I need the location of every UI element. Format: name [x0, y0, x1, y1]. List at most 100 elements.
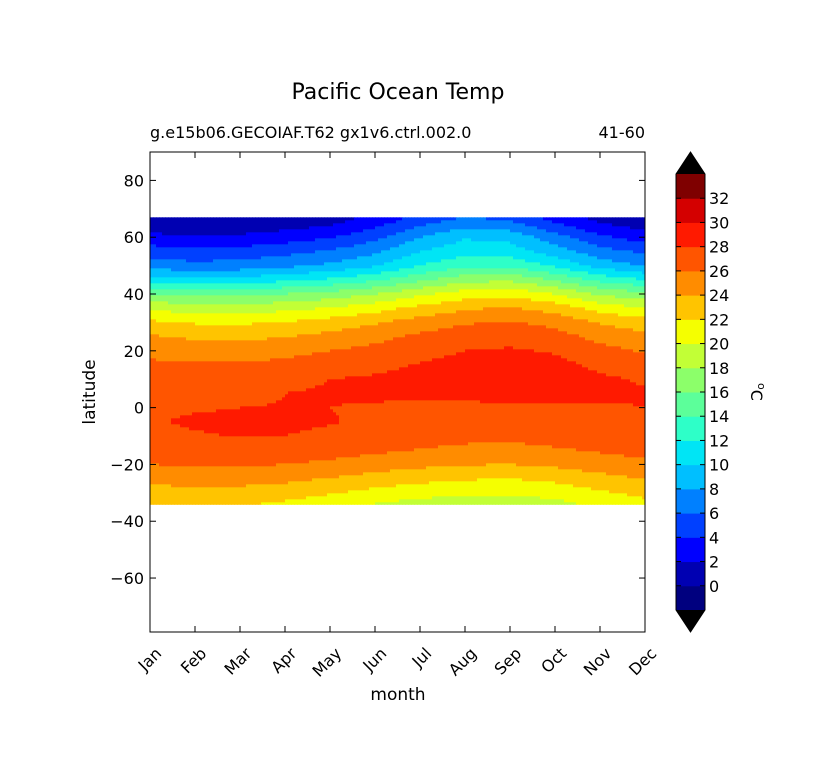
contour-cell: [150, 337, 154, 341]
contour-cell: [219, 358, 223, 362]
contour-cell: [177, 304, 181, 308]
contour-cell: [231, 319, 235, 323]
contour-cell: [195, 292, 199, 296]
contour-cell: [192, 220, 196, 224]
contour-cell: [210, 328, 214, 332]
contour-cell: [192, 400, 196, 404]
contour-cell: [192, 346, 196, 350]
contour-cell: [228, 382, 232, 386]
contour-cell: [198, 466, 202, 470]
contour-cell: [207, 448, 211, 452]
contour-cell: [174, 463, 178, 467]
contour-cell: [195, 295, 199, 299]
contour-cell: [156, 370, 160, 374]
contour-cell: [186, 340, 190, 344]
contour-cell: [159, 436, 163, 440]
contour-cell: [213, 400, 217, 404]
contour-cell: [186, 478, 190, 482]
contour-cell: [225, 472, 229, 476]
contour-cell: [183, 238, 187, 242]
contour-cell: [162, 358, 166, 362]
contour-cell: [171, 340, 175, 344]
contour-cell: [153, 469, 157, 473]
contour-cell: [201, 277, 205, 281]
contour-cell: [189, 358, 193, 362]
contour-cell: [192, 481, 196, 485]
contour-cell: [162, 484, 166, 488]
contour-cell: [195, 394, 199, 398]
contour-cell: [204, 442, 208, 446]
contour-cell: [195, 418, 199, 422]
contour-cell: [159, 373, 163, 377]
contour-cell: [159, 433, 163, 437]
contour-cell: [171, 487, 175, 491]
contour-cell: [177, 502, 181, 505]
contour-cell: [150, 256, 154, 260]
contour-cell: [225, 229, 229, 233]
contour-cell: [198, 409, 202, 413]
contour-cell: [222, 421, 226, 425]
contour-cell: [183, 217, 187, 221]
contour-cell: [231, 241, 235, 245]
contour-cell: [222, 397, 226, 401]
contour-cell: [228, 331, 232, 335]
contour-cell: [186, 274, 190, 278]
contour-cell: [153, 388, 157, 392]
contour-cell: [177, 259, 181, 263]
contour-cell: [159, 259, 163, 263]
contour-cell: [195, 385, 199, 389]
contour-cell: [192, 358, 196, 362]
contour-cell: [222, 475, 226, 479]
contour-cell: [213, 247, 217, 251]
contour-cell: [165, 418, 169, 422]
contour-cell: [156, 433, 160, 437]
contour-cell: [189, 472, 193, 476]
contour-cell: [192, 286, 196, 290]
contour-cell: [150, 388, 154, 392]
contour-cell: [186, 328, 190, 332]
contour-cell: [225, 460, 229, 464]
contour-cell: [195, 439, 199, 443]
contour-cell: [201, 397, 205, 401]
contour-cell: [201, 361, 205, 365]
contour-cell: [186, 400, 190, 404]
contour-cell: [195, 496, 199, 500]
contour-cell: [174, 460, 178, 464]
contour-cell: [171, 427, 175, 431]
contour-cell: [201, 346, 205, 350]
contour-cell: [216, 448, 220, 452]
contour-cell: [198, 301, 202, 305]
contour-cell: [186, 298, 190, 302]
contour-cell: [183, 445, 187, 449]
contour-cell: [192, 349, 196, 353]
contour-cell: [219, 472, 223, 476]
contour-cell: [195, 244, 199, 248]
contour-cell: [213, 373, 217, 377]
contour-cell: [180, 391, 184, 395]
contour-cell: [177, 370, 181, 374]
contour-cell: [219, 484, 223, 488]
contour-cell: [189, 343, 193, 347]
contour-cell: [195, 274, 199, 278]
contour-cell: [225, 493, 229, 497]
contour-cell: [195, 250, 199, 254]
contour-cell: [171, 361, 175, 365]
contour-cell: [150, 280, 154, 284]
contour-cell: [171, 262, 175, 266]
contour-cell: [213, 280, 217, 284]
contour-cell: [198, 436, 202, 440]
contour-cell: [165, 454, 169, 458]
contour-cell: [156, 364, 160, 368]
contour-cell: [183, 256, 187, 260]
contour-cell: [210, 331, 214, 335]
contour-cell: [222, 286, 226, 290]
contour-cell: [162, 415, 166, 419]
contour-cell: [222, 235, 226, 239]
contour-cell: [195, 487, 199, 491]
contour-cell: [168, 265, 172, 269]
contour-cell: [156, 448, 160, 452]
contour-cell: [207, 349, 211, 353]
contour-cell: [171, 415, 175, 419]
contour-cell: [204, 346, 208, 350]
contour-cell: [225, 484, 229, 488]
